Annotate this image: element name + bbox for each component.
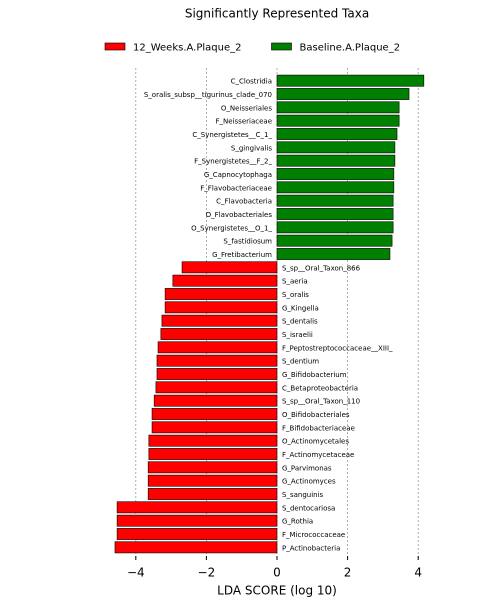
- bar: [276, 74, 425, 87]
- bar: [276, 88, 410, 100]
- bar: [276, 114, 400, 127]
- bar: [156, 368, 278, 380]
- bar: [276, 221, 394, 234]
- category-label: S_israelii: [282, 331, 313, 339]
- bar: [147, 461, 278, 474]
- bar: [276, 168, 395, 180]
- category-label: O_Neisseriales: [221, 104, 272, 112]
- bar: [172, 274, 278, 287]
- bar: [164, 301, 278, 314]
- category-label: S_dentium: [282, 358, 319, 366]
- category-label: G_Actinomyces: [282, 478, 336, 486]
- category-label: S_dentalis: [282, 318, 318, 326]
- category-label: F_Actinomycetaceae: [282, 451, 354, 459]
- x-tick-label: −4: [127, 566, 145, 580]
- bar: [147, 488, 278, 500]
- legend-label: 12_Weeks.A.Plaque_2: [133, 43, 242, 54]
- category-label: C_Betaproteobacteria: [282, 384, 358, 392]
- x-tick-label: 2: [344, 566, 352, 580]
- category-label: O_Flavobacteriales: [206, 211, 273, 219]
- category-label: F_Peptostreptococcaceae__XIII_: [282, 344, 393, 352]
- bar: [155, 381, 278, 394]
- chart-title: Significantly Represented Taxa: [185, 7, 369, 21]
- bar: [276, 101, 400, 114]
- bar: [157, 341, 278, 354]
- bar: [276, 194, 394, 207]
- legend-label: Baseline.A.Plaque_2: [300, 43, 401, 54]
- bar: [276, 234, 393, 247]
- legend-swatch: [271, 42, 292, 51]
- bar: [151, 421, 278, 434]
- category-label: C_Flavobacteria: [216, 198, 272, 206]
- bar: [148, 434, 278, 447]
- category-label: S_fastidiosum: [223, 238, 272, 246]
- bar: [181, 261, 278, 274]
- bar: [276, 141, 396, 154]
- bar: [116, 514, 278, 527]
- bar: [116, 528, 278, 540]
- category-label: G_Kingella: [282, 304, 319, 312]
- category-label: O_Synergistetes__O_1_: [191, 224, 272, 232]
- category-label: S_sp__Oral_Taxon_866: [282, 264, 361, 272]
- category-label: O_Bifidobacteriales: [282, 411, 350, 419]
- category-label: C_Clostridia: [231, 78, 272, 86]
- bar: [148, 448, 278, 460]
- category-label: F_Bifidobacteriaceae: [282, 424, 355, 432]
- category-label: G_Bifidobacterium: [282, 371, 347, 379]
- category-label: S_oralis_subsp__tigurinus_clade_070: [144, 91, 272, 99]
- category-label: G_Fretibacterium: [212, 251, 272, 259]
- x-axis-label: LDA SCORE (log 10): [217, 584, 337, 598]
- bar: [160, 328, 278, 340]
- bar: [276, 128, 398, 140]
- x-tick-label: 4: [414, 566, 422, 580]
- bar: [276, 181, 395, 194]
- category-label: G_Capnocytophaga: [204, 171, 272, 179]
- bar: [276, 154, 396, 167]
- bar: [151, 408, 278, 420]
- category-label: S_oralis: [282, 291, 309, 299]
- category-label: S_gingivalis: [231, 144, 272, 152]
- bar: [153, 394, 278, 407]
- legend-swatch: [104, 42, 126, 51]
- category-label: S_sp__Oral_Taxon_110: [282, 398, 360, 406]
- category-label: G_Rothia: [282, 518, 313, 526]
- category-label: F_Synergistetes__F_2_: [194, 158, 272, 166]
- category-label: C_Synergistetes__C_1_: [192, 131, 272, 139]
- x-tick-label: −2: [198, 566, 216, 580]
- bar: [116, 501, 278, 514]
- category-label: S_dentocariosa: [282, 504, 335, 512]
- category-label: F_Micrococcaceae: [282, 531, 345, 539]
- category-label: S_sanguinis: [282, 491, 324, 499]
- category-label: F_Flavobacteriaceae: [200, 184, 272, 192]
- bar: [156, 354, 278, 367]
- category-label: P_Actinobacteria: [282, 544, 340, 552]
- bar: [276, 248, 391, 260]
- category-label: S_aeria: [282, 278, 308, 286]
- category-label: F_Neisseriaceae: [216, 118, 272, 126]
- bar: [147, 474, 278, 487]
- category-label: G_Parvimonas: [282, 464, 332, 472]
- x-tick-label: 0: [273, 566, 281, 580]
- category-label: O_Actinomycetales: [282, 438, 349, 446]
- bar: [276, 208, 394, 220]
- bar: [164, 288, 278, 300]
- bar: [114, 541, 278, 554]
- bar: [161, 314, 278, 327]
